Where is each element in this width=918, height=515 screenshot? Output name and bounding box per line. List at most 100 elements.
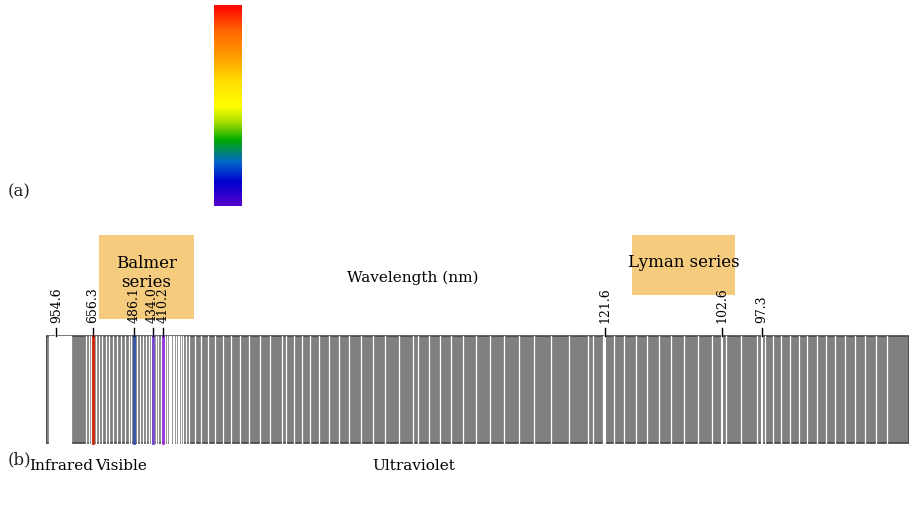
Bar (214, 61, 241, 62)
Bar (214, 64, 241, 65)
Bar (214, 14, 241, 15)
Bar (214, 38, 241, 39)
Bar (214, 160, 241, 161)
Bar (214, 87, 241, 88)
Bar (214, 192, 241, 193)
Bar (214, 72, 241, 73)
Bar (214, 151, 241, 152)
Bar (214, 19, 241, 20)
Bar (214, 82, 241, 83)
Bar (214, 105, 241, 106)
Bar (214, 195, 241, 196)
Bar (214, 83, 241, 84)
Bar (214, 115, 241, 116)
Bar (214, 16, 241, 17)
Bar (214, 153, 241, 154)
Bar (214, 130, 241, 131)
Bar (214, 175, 241, 176)
Bar (214, 114, 241, 115)
Bar (214, 12, 241, 13)
Bar (214, 65, 241, 66)
Bar (214, 98, 241, 99)
Bar (214, 143, 241, 144)
Bar (214, 163, 241, 164)
Bar (214, 35, 241, 36)
Bar (214, 124, 241, 125)
Bar (214, 52, 241, 53)
Bar (214, 48, 241, 49)
Bar (214, 57, 241, 58)
Bar (214, 32, 241, 33)
Text: 486.1: 486.1 (128, 287, 140, 323)
Text: 410.2: 410.2 (156, 288, 169, 323)
Bar (214, 84, 241, 85)
Bar (214, 167, 241, 168)
Bar (214, 91, 241, 92)
Bar (214, 36, 241, 37)
Bar (214, 33, 241, 35)
Bar (214, 39, 241, 40)
Bar (214, 60, 241, 61)
Bar (214, 154, 241, 155)
Bar (214, 134, 241, 135)
Text: 434.0: 434.0 (146, 287, 159, 323)
Bar (214, 68, 241, 70)
Bar (214, 176, 241, 177)
Bar (214, 74, 241, 75)
Bar (214, 187, 241, 188)
Bar (214, 96, 241, 97)
Bar (214, 15, 241, 16)
Bar (214, 41, 241, 42)
Bar (214, 79, 241, 80)
Bar (214, 141, 241, 142)
Bar (214, 63, 241, 64)
Bar (214, 23, 241, 24)
Bar (214, 202, 241, 203)
Bar (214, 30, 241, 31)
Bar (214, 121, 241, 122)
Bar (214, 126, 241, 127)
Bar (214, 204, 241, 205)
Bar (214, 179, 241, 180)
Bar (214, 158, 241, 159)
Bar (46, 336, 909, 443)
Bar (214, 109, 241, 110)
Bar (214, 112, 241, 113)
Bar (214, 159, 241, 160)
Bar (214, 128, 241, 129)
Bar (214, 200, 241, 201)
Bar (214, 94, 241, 95)
Bar (214, 89, 241, 90)
Bar (214, 164, 241, 165)
Bar (214, 191, 241, 192)
Bar (214, 165, 241, 166)
Bar (214, 49, 241, 50)
Text: 656.3: 656.3 (86, 288, 99, 323)
Bar (214, 70, 241, 71)
Bar (214, 188, 241, 189)
Bar (214, 95, 241, 96)
Text: Visible: Visible (95, 459, 147, 473)
Bar (214, 9, 241, 10)
Bar (214, 102, 241, 104)
Bar (214, 118, 241, 119)
Text: 102.6: 102.6 (715, 288, 728, 323)
Bar (214, 107, 241, 108)
Text: Infrared
radiation: Infrared radiation (89, 70, 173, 109)
Bar (214, 183, 241, 184)
Bar (214, 11, 241, 12)
Bar (214, 144, 241, 145)
Bar (214, 17, 241, 18)
Bar (214, 59, 241, 60)
Bar (214, 138, 241, 139)
Bar (214, 25, 241, 26)
Bar (214, 201, 241, 202)
Bar (214, 6, 241, 7)
Bar (214, 42, 241, 43)
Bar (214, 136, 241, 138)
Bar (214, 37, 241, 38)
Bar (214, 29, 241, 30)
Bar (214, 88, 241, 89)
Bar (214, 43, 241, 44)
Text: (a): (a) (7, 184, 30, 201)
